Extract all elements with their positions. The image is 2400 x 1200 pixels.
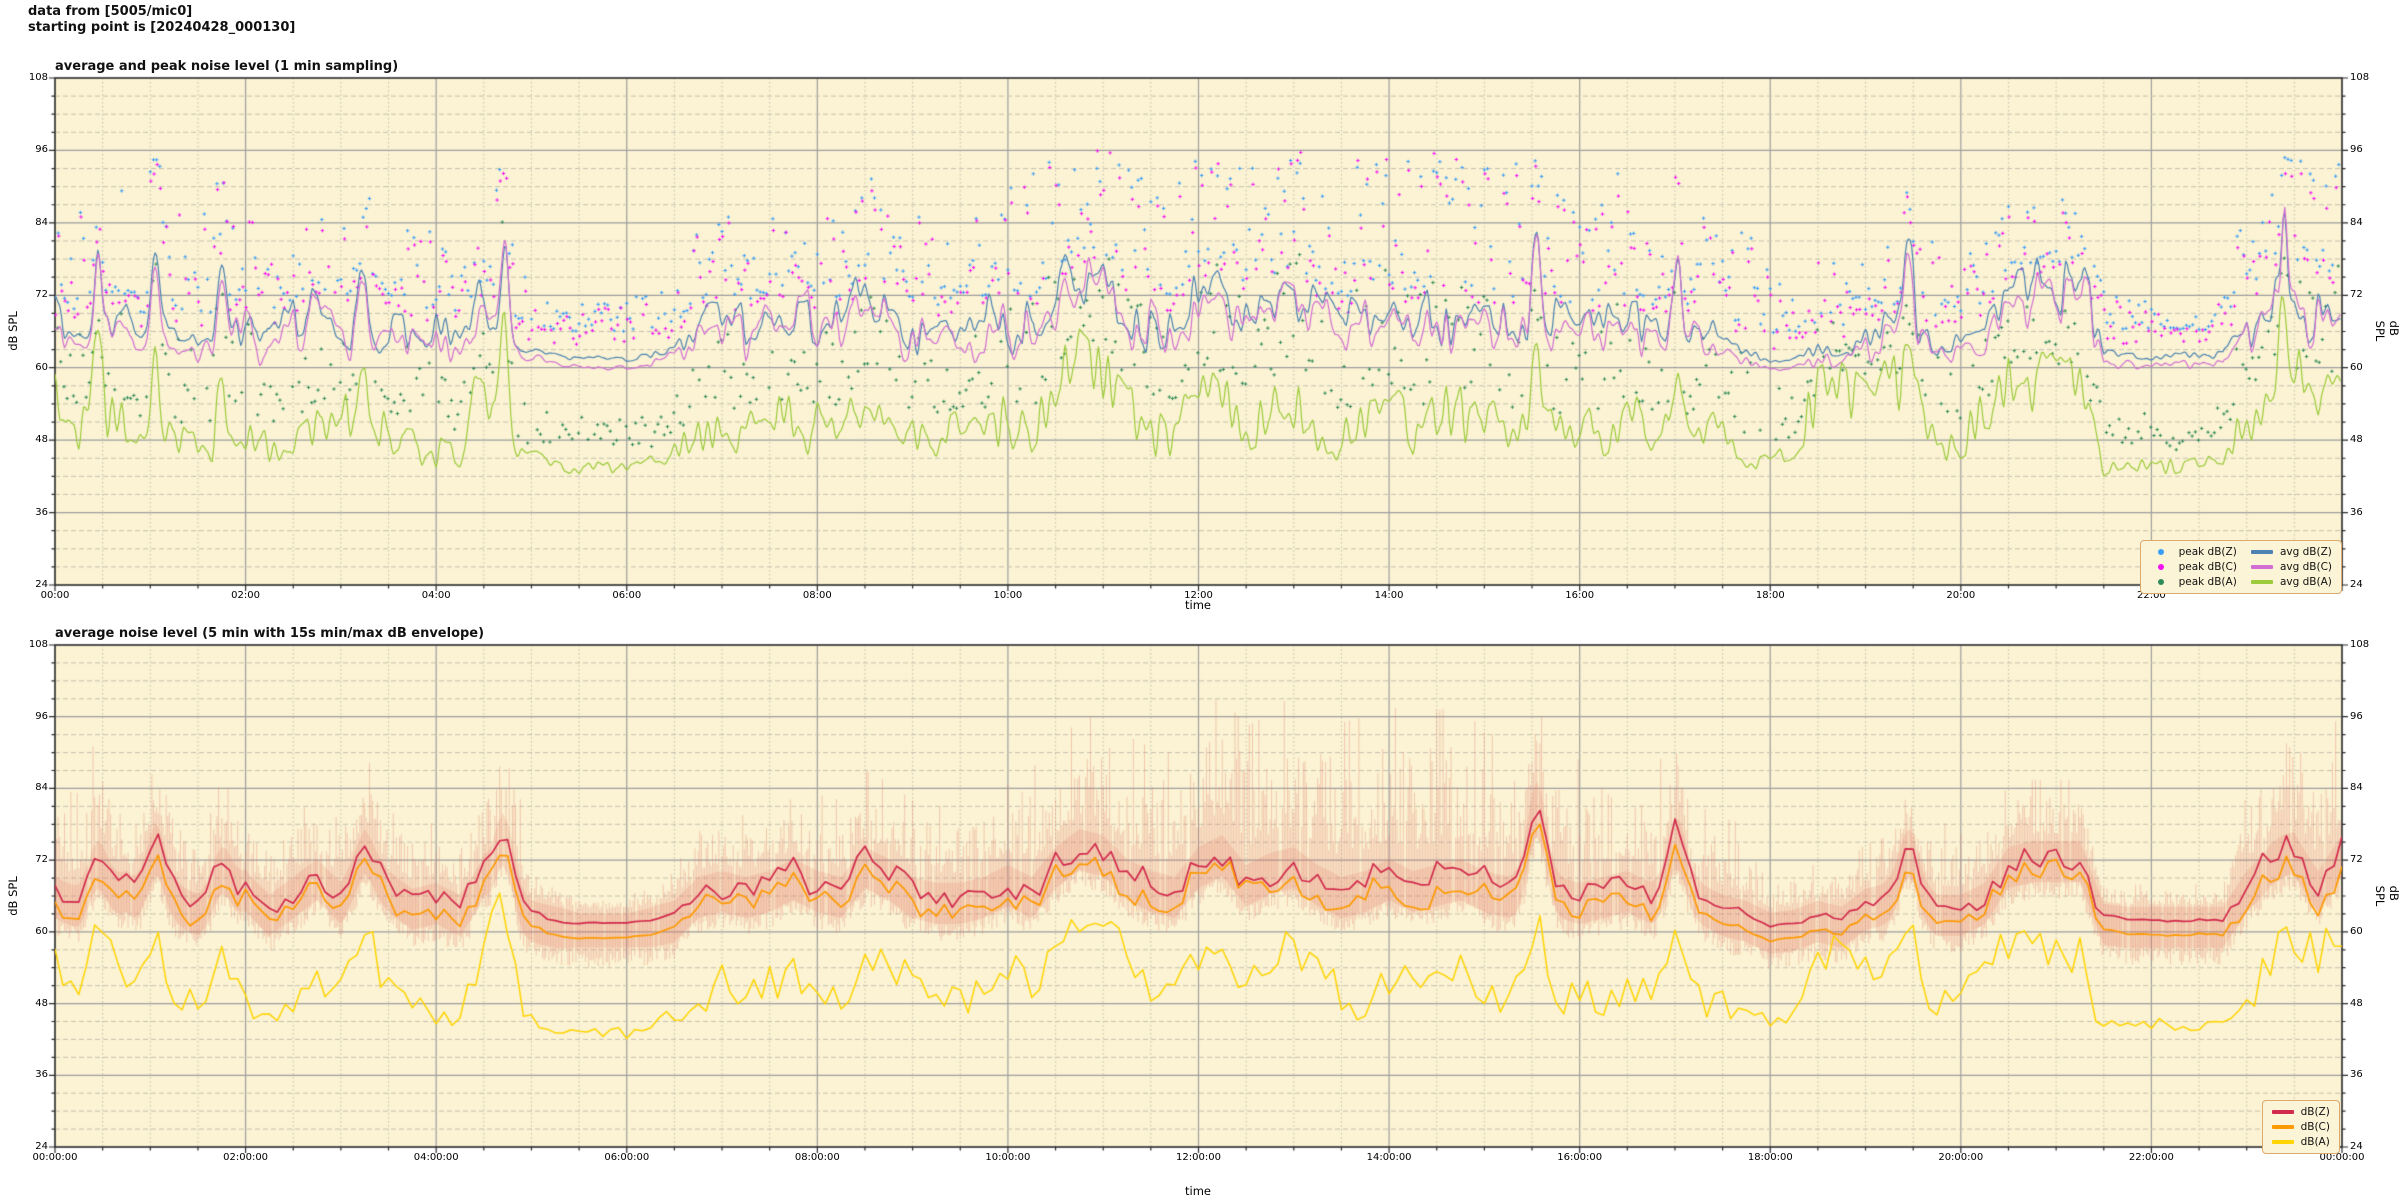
x-tick-label: 20:00 [1946,590,1976,601]
x-tick-label: 22:00 [2136,590,2166,601]
y-tick-label-left: 60 [35,361,48,373]
legend-entry-label: dB(Z) [2300,1106,2330,1118]
x-tick-label: 10:00 [993,590,1023,601]
x-tick-label: 08:00:00 [794,1152,840,1163]
x-tick-label: 02:00 [231,590,261,601]
x-tick-label: 04:00:00 [413,1152,459,1163]
y-tick-label-left: 36 [35,1069,48,1081]
x-tick-label: 12:00:00 [1176,1152,1221,1163]
y-tick-label-left: 108 [28,72,48,83]
top-yaxis-label-right: dB SPL [2373,320,2400,342]
y-tick-label-right: 84 [2350,782,2363,794]
legend-entry: peak dB(C) [2150,560,2237,574]
x-tick-label: 14:00 [1374,590,1404,601]
x-tick-label: 00:00:00 [32,1152,78,1163]
y-tick-label-left: 60 [35,925,48,937]
legend-line-marker-icon [2271,1140,2294,1144]
y-tick-label-right: 96 [2350,710,2363,722]
legend-entry-label: peak dB(A) [2178,576,2237,588]
y-tick-label-left: 96 [35,144,48,156]
bottom-chart-title: average noise level (5 min with 15s min/… [55,626,485,641]
header-line-1: data from [5005/mic0] [28,4,193,19]
legend-entry-label: dB(C) [2300,1121,2330,1133]
bottom-legend: dB(Z) dB(C) dB(A) [2261,1100,2340,1154]
legend-entry: peak dB(A) [2150,575,2237,589]
x-tick-label: 18:00 [1755,590,1785,601]
legend-dot-marker-icon [2150,549,2172,555]
y-tick-label-right: 108 [2350,639,2370,650]
y-tick-label-left: 84 [35,216,48,228]
y-tick-label-left: 96 [35,710,48,722]
y-tick-label-right: 84 [2350,216,2363,228]
y-tick-label-left: 84 [35,782,48,794]
legend-entry-label: dB(A) [2300,1136,2330,1148]
x-tick-label: 20:00:00 [1938,1152,1984,1163]
y-tick-label-left: 108 [28,639,48,650]
legend-dot-marker-icon [2150,579,2172,585]
legend-entry: dB(Z) [2271,1105,2330,1119]
legend-entry: peak dB(Z) [2150,545,2237,559]
y-tick-label-left: 48 [35,434,48,446]
y-tick-label-right: 48 [2350,434,2363,446]
header-line-2: starting point is [20240428_000130] [28,20,296,35]
bottom-yaxis-label-left: dB SPL [6,876,20,916]
y-tick-label-left: 24 [35,579,48,590]
legend-entry: dB(C) [2271,1120,2330,1134]
y-tick-label-right: 36 [2350,506,2363,518]
x-tick-label: 04:00 [421,590,451,601]
y-tick-label-left: 24 [35,1141,48,1152]
x-tick-label: 16:00:00 [1557,1152,1603,1163]
legend-line-marker-icon [2250,580,2273,584]
top-chart-title: average and peak noise level (1 min samp… [55,59,399,74]
legend-entry: avg dB(C) [2250,560,2332,574]
x-tick-label: 12:00 [1184,590,1213,601]
legend-entry: avg dB(Z) [2250,545,2332,559]
x-tick-label: 14:00:00 [1366,1152,1412,1163]
x-tick-label: 06:00:00 [604,1152,650,1163]
y-tick-label-right: 36 [2350,1069,2363,1081]
x-tick-label: 16:00 [1565,590,1595,601]
y-tick-label-left: 36 [35,506,48,518]
legend-entry-label: peak dB(C) [2178,561,2237,573]
legend-entry: avg dB(A) [2250,575,2332,589]
x-tick-label: 06:00 [612,590,642,601]
x-tick-label: 08:00 [802,590,832,601]
y-tick-label-right: 72 [2350,289,2363,301]
legend-entry-label: avg dB(Z) [2279,546,2332,558]
legend-entry-label: avg dB(C) [2279,561,2332,573]
x-tick-label: 22:00:00 [2128,1152,2174,1163]
x-tick-label: 10:00:00 [985,1152,1031,1163]
legend-entry-label: peak dB(Z) [2178,546,2237,558]
x-tick-label: 18:00:00 [1747,1152,1793,1163]
x-tick-label: 00:00:00 [2319,1152,2365,1163]
top-xaxis-label: time [1185,598,1211,612]
legend-line-marker-icon [2250,565,2273,569]
y-tick-label-right: 108 [2350,72,2370,83]
y-tick-label-left: 72 [35,289,48,301]
x-tick-label: 02:00:00 [223,1152,269,1163]
x-tick-label: 00:00 [40,590,70,601]
y-tick-label-right: 24 [2350,1141,2363,1152]
y-tick-label-right: 60 [2350,361,2363,373]
y-tick-label-right: 24 [2350,579,2363,590]
y-tick-label-left: 72 [35,854,48,866]
bottom-xaxis-label: time [1185,1184,1211,1198]
top-legend: peak dB(Z) avg dB(Z) peak dB(C) avg dB(C) pe… [2139,540,2342,594]
legend-line-marker-icon [2271,1110,2294,1114]
y-tick-label-left: 48 [35,997,48,1009]
bottom-yaxis-label-right: dB SPL [2373,885,2400,907]
y-tick-label-right: 72 [2350,854,2363,866]
legend-line-marker-icon [2271,1125,2294,1129]
legend-line-marker-icon [2250,550,2273,554]
legend-dot-marker-icon [2150,564,2172,570]
y-tick-label-right: 96 [2350,144,2363,156]
legend-entry: dB(A) [2271,1135,2330,1149]
legend-entry-label: avg dB(A) [2279,576,2332,588]
y-tick-label-right: 48 [2350,997,2363,1009]
top-yaxis-label-left: dB SPL [6,311,20,351]
y-tick-label-right: 60 [2350,925,2363,937]
